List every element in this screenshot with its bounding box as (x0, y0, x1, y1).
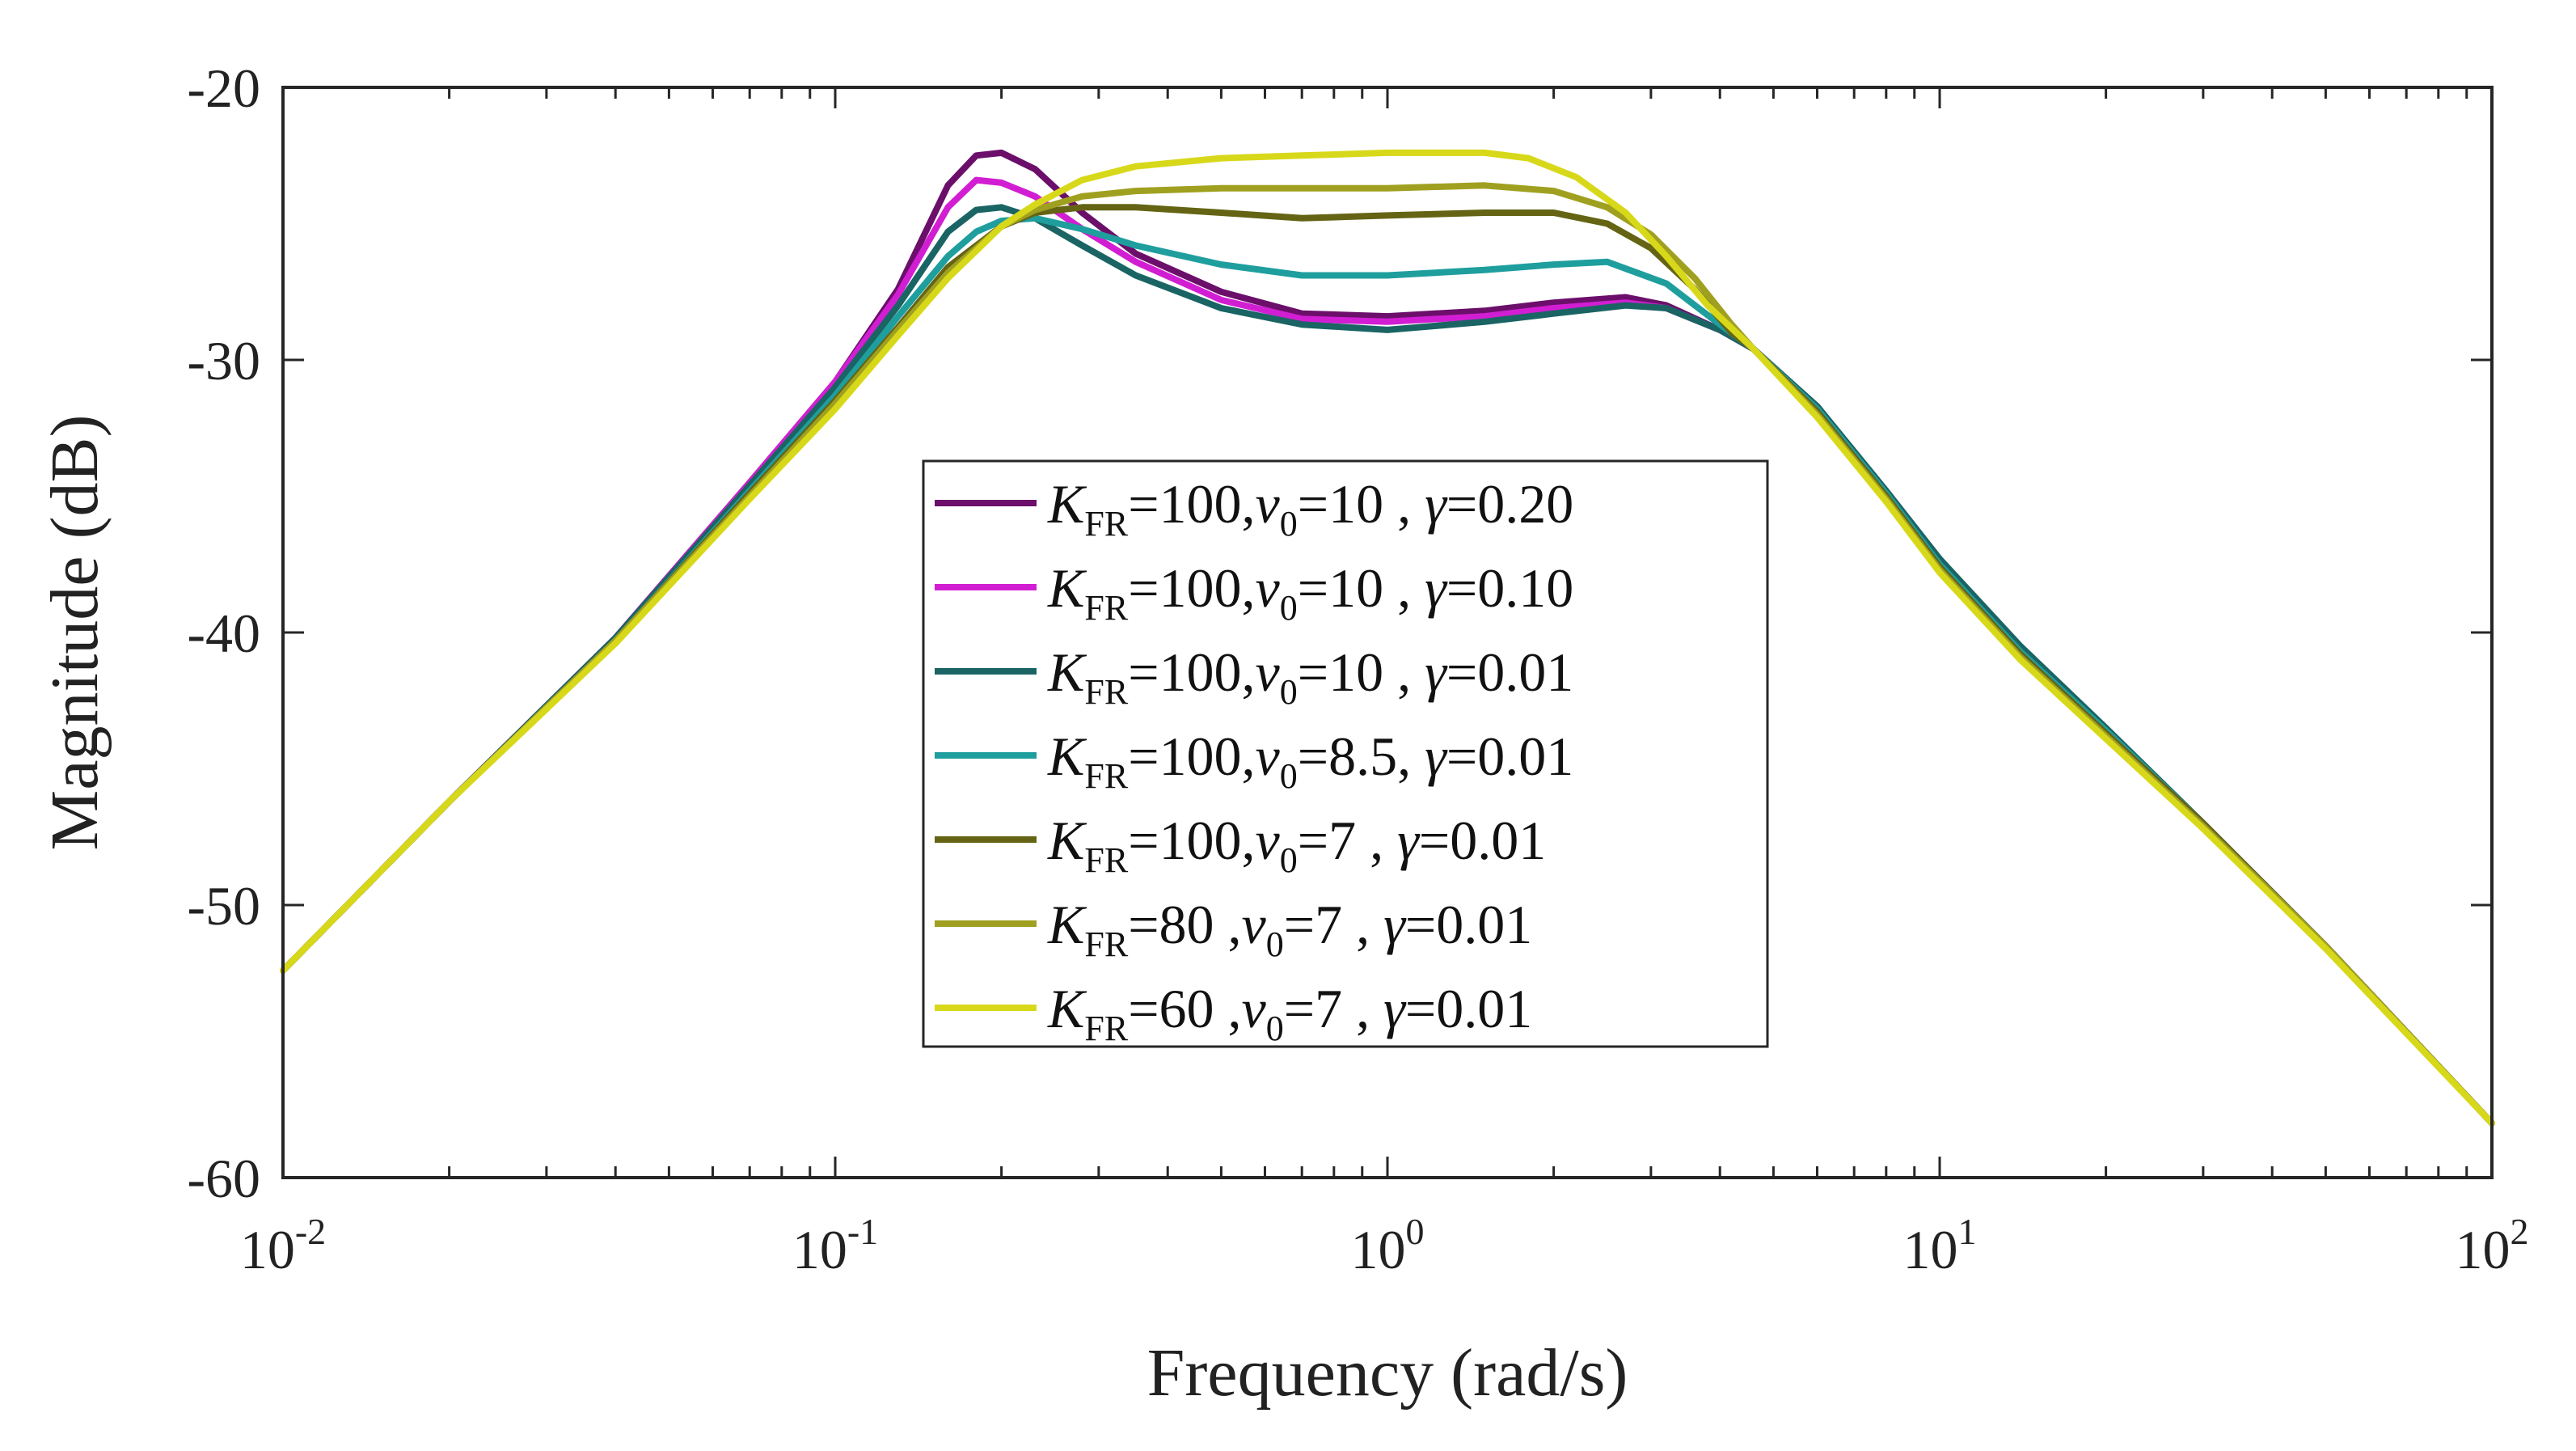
y-tick-label: -20 (187, 57, 260, 119)
x-axis-title: Frequency (rad/s) (1147, 1335, 1628, 1411)
legend-label-5: KFR=100,v0=7 , γ=0.01 (1047, 810, 1546, 880)
legend-label-6: KFR=80 ,v0=7 , γ=0.01 (1047, 894, 1532, 964)
series-line-7 (280, 149, 2495, 1127)
x-tick-label: 10-2 (240, 1211, 326, 1280)
series-line-3 (280, 204, 2495, 1127)
y-tick-label: -40 (187, 603, 260, 664)
x-tick-label: 100 (1351, 1211, 1425, 1280)
legend-label-7: KFR=60 ,v0=7 , γ=0.01 (1047, 978, 1532, 1048)
plot-frame (281, 86, 2494, 1179)
y-axis-title: Magnitude (dB) (37, 415, 112, 851)
y-tick-label: -30 (187, 330, 260, 391)
legend-label-4: KFR=100,v0=8.5, γ=0.01 (1047, 726, 1573, 796)
x-tick-label: 102 (2456, 1211, 2529, 1280)
series-layer (280, 149, 2495, 1127)
y-tick-label: -60 (187, 1148, 260, 1209)
x-tick-label: 101 (1903, 1211, 1977, 1280)
legend-label-1: KFR=100,v0=10 , γ=0.20 (1047, 473, 1573, 544)
legend-label-2: KFR=100,v0=10 , γ=0.10 (1047, 557, 1573, 628)
y-tick-label: -50 (187, 875, 260, 937)
legend-box (922, 459, 1769, 1048)
legend-label-3: KFR=100,v0=10 , γ=0.01 (1047, 641, 1573, 712)
x-tick-label: 10-1 (792, 1211, 878, 1280)
legend: KFR=100,v0=10 , γ=0.20 KFR=100,v0=10 , γ=… (922, 459, 1769, 1048)
